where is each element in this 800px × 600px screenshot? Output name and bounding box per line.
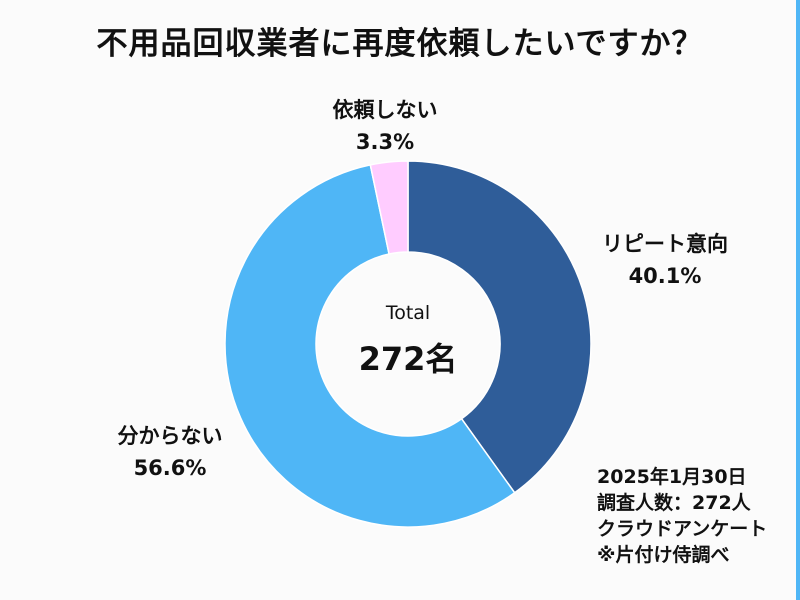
slice-label-text: 分からない — [117, 424, 223, 448]
slice-label-value: 3.3% — [355, 130, 415, 154]
note-date: 2025年1月30日 — [597, 466, 747, 488]
donut-slice-1 — [224, 164, 516, 528]
chart-title: 不用品回収業者に再度依頼したいですか？ — [96, 26, 704, 62]
slice-label-unknown: 分からない 56.6% — [70, 420, 270, 484]
slice-label-text: リピート意向 — [602, 232, 728, 256]
slice-label-value: 40.1% — [628, 264, 702, 288]
center-label: Total — [385, 302, 431, 324]
slice-label-no: 依頼しない 3.3% — [285, 94, 485, 158]
survey-notes: 2025年1月30日 調査人数：272人 クラウドアンケート ※片付け侍調べ — [597, 464, 767, 568]
note-sample: 調査人数：272人 — [597, 492, 751, 514]
donut-slice-2 — [369, 160, 409, 255]
note-method: クラウドアンケート — [597, 518, 768, 540]
note-source: ※片付け侍調べ — [597, 544, 730, 566]
slice-label-text: 依頼しない — [332, 98, 438, 122]
center-value: 272名 — [358, 340, 458, 378]
donut-slice-0 — [407, 160, 592, 494]
right-border — [796, 0, 800, 600]
slice-label-repeat: リピート意向 40.1% — [565, 228, 765, 292]
slice-label-value: 56.6% — [133, 456, 207, 480]
